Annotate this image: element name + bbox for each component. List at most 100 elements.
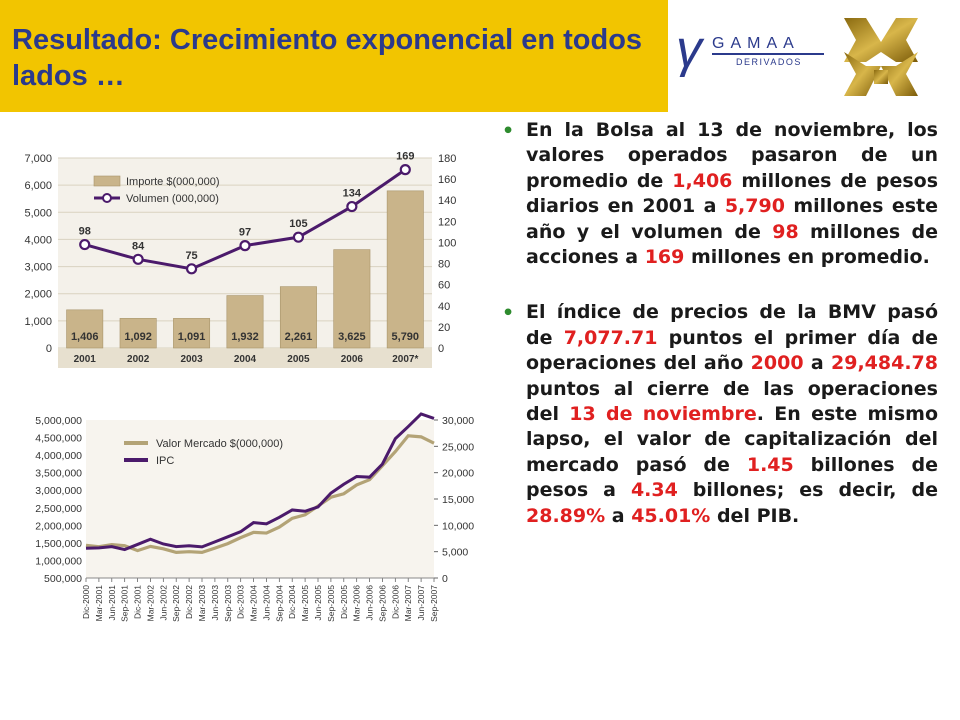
volumen-point — [292, 231, 305, 243]
y-tick-label-left: 1,500,000 — [35, 538, 82, 550]
x-tick-label: Jun-2006 — [365, 585, 375, 621]
bar-value-label: 1,091 — [178, 331, 206, 343]
volumen-point — [346, 200, 358, 213]
bar-value-label: 1,092 — [124, 331, 152, 343]
highlight-value: 28.89% — [526, 504, 606, 527]
highlight-value: 98 — [772, 220, 799, 243]
x-tick-label: Mar-2007 — [403, 585, 413, 622]
bar — [279, 286, 317, 349]
x-tick-label: Mar-2003 — [197, 585, 207, 622]
legend-marker-volumen — [102, 193, 112, 203]
legend-label-ipc: IPC — [156, 455, 174, 467]
x-tick-label: Mar-2004 — [249, 585, 259, 622]
y-tick-label-left: 1,000 — [24, 316, 52, 328]
x-tick-label: Jun-2004 — [261, 585, 271, 621]
volumen-value-label: 169 — [396, 151, 414, 163]
x-tick-label: Dic-2001 — [133, 585, 143, 619]
y-tick-label-right: 5,000 — [442, 547, 468, 559]
x-tick-label: 2007* — [392, 354, 418, 365]
x-axis-band — [58, 348, 432, 368]
bar-value-label: 2,261 — [285, 331, 313, 343]
bullet-dot-icon: • — [502, 302, 515, 325]
x-tick-label: Mar-2006 — [352, 585, 362, 622]
bullet-text: puntos el primer día de operaciones del … — [526, 326, 938, 375]
bar-value-label: 3,625 — [338, 331, 366, 343]
title-band — [0, 0, 668, 112]
x-tick-label: 2003 — [180, 354, 203, 365]
ipc-line — [85, 412, 435, 552]
highlight-value: 13 de noviembre — [569, 403, 757, 426]
bullet-dot-icon: • — [502, 120, 515, 142]
x-tick-label: Jun-2003 — [210, 585, 220, 621]
x-tick-label: Dic-2006 — [390, 585, 400, 619]
bar — [119, 318, 157, 349]
bullet-text: . En este mismo lapso, el valor de capit… — [526, 403, 938, 476]
x-tick-label: Dic-2004 — [287, 585, 297, 619]
y-tick-label-right: 30,000 — [442, 415, 474, 427]
bullet-ipc: • El índice de precios de la BMV pasó de… — [500, 300, 938, 529]
y-tick-label-left: 500,000 — [44, 573, 82, 585]
bar — [173, 318, 211, 349]
x-tick-label: Sep-2001 — [120, 585, 130, 622]
valor-mercado-ipc-chart: 500,000 1,000,000 1,500,000 2,000,000 2,500,… — [35, 412, 474, 622]
logo-brand-text: GAMAA — [712, 35, 800, 52]
emblem-center-shape — [874, 70, 888, 84]
volumen-point — [239, 240, 251, 252]
volumen-value-label: 84 — [132, 240, 145, 252]
bar — [386, 190, 424, 349]
x-tick-label: Sep-2007 — [429, 585, 439, 622]
x-tick-label: Jun-2005 — [313, 585, 323, 621]
slide-title: Resultado: Crecimiento exponencial en to… — [12, 24, 643, 92]
volumen-value-label: 105 — [289, 218, 307, 230]
x-tick-label: Sep-2003 — [223, 585, 233, 622]
y-tick-label-right: 20,000 — [442, 468, 474, 480]
y-tick-label-right: 120 — [438, 216, 456, 228]
bar-value-label: 1,406 — [71, 331, 99, 343]
x-tick-label: Dic-2003 — [236, 585, 246, 619]
bullet-text: millones este año y el volumen de — [526, 195, 938, 243]
x-tick-label: Dic-2005 — [339, 585, 349, 619]
x-tick-label: Sep-2002 — [171, 585, 181, 622]
bullet-bolsa: • En la Bolsa al 13 de noviembre, los va… — [500, 118, 938, 270]
logo-gamma-glyph: γ — [676, 20, 705, 78]
volumen-point — [132, 253, 144, 265]
logo-subtitle-text: DERIVADOS — [736, 57, 802, 67]
y-tick-label-right: 40 — [438, 301, 450, 313]
y-tick-label-left: 3,500,000 — [35, 468, 82, 480]
y-tick-label-left: 2,500,000 — [35, 503, 82, 515]
y-tick-label-right: 0 — [442, 573, 448, 585]
bar-value-label: 1,932 — [231, 331, 259, 343]
x-tick-label: Sep-2004 — [274, 585, 284, 622]
y-tick-label-left: 4,500,000 — [35, 433, 82, 445]
y-tick-label-right: 15,000 — [442, 494, 474, 506]
bullet-text: millones de pesos diarios en 2001 a — [526, 169, 939, 218]
y-tick-label-right: 180 — [438, 153, 456, 165]
plot-area — [86, 420, 434, 578]
x-tick-label: Jun-2007 — [416, 585, 426, 621]
highlight-value: 45.01% — [631, 504, 711, 527]
legend-label-importe: Importe $(000,000) — [126, 176, 220, 188]
y-tick-label-right: 60 — [438, 280, 450, 292]
y-tick-label-right: 25,000 — [442, 441, 474, 453]
highlight-value: 2000 — [750, 352, 804, 375]
x-tick-label: Mar-2001 — [94, 585, 104, 622]
y-tick-label-left: 5,000 — [24, 207, 52, 219]
bullet-text: puntos al cierre de las operaciones del — [526, 377, 938, 426]
y-tick-label-left: 5,000,000 — [35, 415, 82, 427]
x-tick-label: Sep-2005 — [326, 585, 336, 622]
y-tick-label-left: 0 — [46, 343, 52, 355]
x-tick-label: 2006 — [341, 354, 364, 365]
x-tick-label: Dic-2002 — [184, 585, 194, 619]
importe-volumen-chart: 0 1,000 2,000 3,000 4,000 5,000 6,000 7,000 0 20 4… — [24, 151, 456, 368]
bar — [226, 295, 264, 349]
y-tick-label-left: 1,000,000 — [35, 555, 82, 567]
y-tick-label-right: 20 — [438, 322, 450, 334]
highlight-value: 4.34 — [630, 479, 678, 502]
bullet-list: • En la Bolsa al 13 de noviembre, los va… — [500, 118, 938, 529]
y-tick-label-left: 6,000 — [24, 180, 52, 192]
highlight-value: 1.45 — [746, 453, 794, 476]
volumen-point — [185, 263, 198, 275]
bullet-text: a — [803, 352, 832, 375]
bullet-text: El índice de precios de la BMV pasó de — [526, 301, 938, 349]
gamaa-logo: γ GAMAA DERIVADOS — [676, 20, 824, 78]
